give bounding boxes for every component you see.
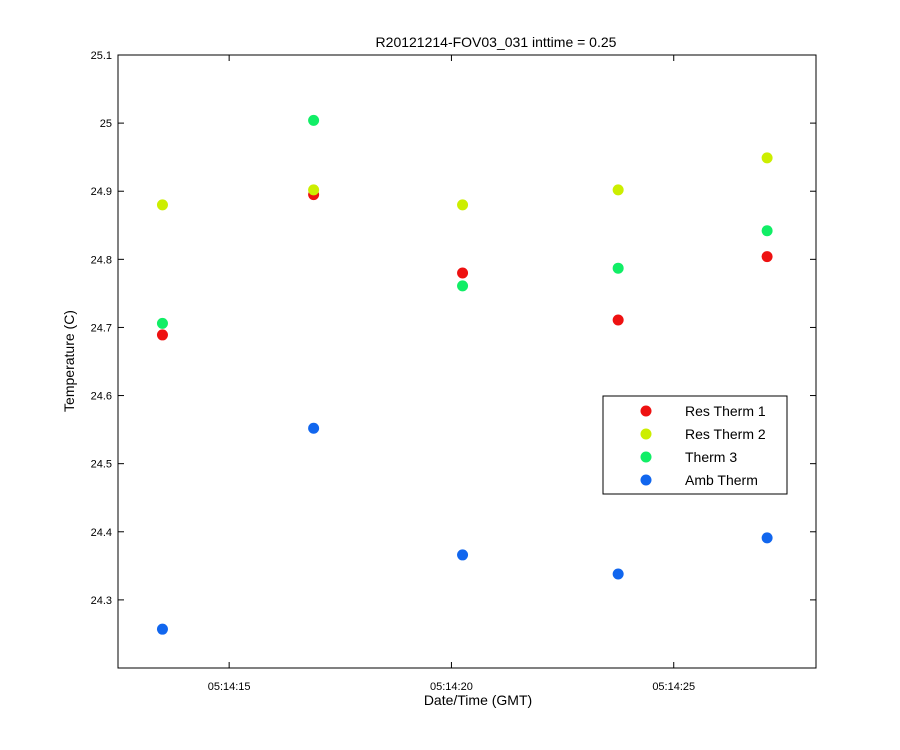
y-tick-label: 24.8 xyxy=(91,254,112,266)
point-res-therm-1 xyxy=(457,267,469,279)
point-res-therm-2 xyxy=(308,184,320,196)
point-amb-therm xyxy=(612,568,624,580)
legend: Res Therm 1 Res Therm 2 Therm 3 Amb Therm xyxy=(602,395,788,495)
point-amb-therm xyxy=(457,549,469,561)
y-axis: 24.3 24.4 24.5 24.6 24.7 24.8 24.9 25 25.1 xyxy=(91,50,816,607)
point-therm-3 xyxy=(761,225,773,237)
point-res-therm-1 xyxy=(761,251,773,263)
chart-title: R20121214-FOV03_031 inttime = 0.25 xyxy=(376,34,617,50)
x-axis: 05:14:15 05:14:20 05:14:25 xyxy=(208,55,695,693)
point-therm-3 xyxy=(156,317,168,329)
y-tick-label: 24.7 xyxy=(91,322,112,334)
x-tick-label: 05:14:20 xyxy=(430,681,473,693)
x-tick-label: 05:14:25 xyxy=(652,681,695,693)
point-therm-3 xyxy=(308,114,320,126)
legend-marker-res-therm-1 xyxy=(640,405,652,417)
legend-marker-res-therm-2 xyxy=(640,428,652,440)
y-axis-label: Temperature (C) xyxy=(61,310,77,412)
y-tick-label: 24.4 xyxy=(91,527,112,539)
point-therm-3 xyxy=(612,262,624,274)
point-res-therm-1 xyxy=(612,314,624,326)
legend-label-res-therm-1: Res Therm 1 xyxy=(685,403,766,419)
legend-label-res-therm-2: Res Therm 2 xyxy=(685,426,766,442)
point-res-therm-2 xyxy=(761,152,773,164)
point-amb-therm xyxy=(308,422,320,434)
legend-label-therm-3: Therm 3 xyxy=(685,449,737,465)
point-res-therm-1 xyxy=(156,329,168,341)
y-tick-label: 24.3 xyxy=(91,595,112,607)
point-res-therm-2 xyxy=(457,199,469,211)
legend-label-amb-therm: Amb Therm xyxy=(685,472,758,488)
y-tick-label: 24.5 xyxy=(91,459,112,471)
point-amb-therm xyxy=(761,532,773,544)
legend-box xyxy=(602,395,788,495)
y-tick-label: 24.6 xyxy=(91,391,112,403)
legend-marker-therm-3 xyxy=(640,451,652,463)
point-res-therm-2 xyxy=(156,199,168,211)
legend-marker-amb-therm xyxy=(640,474,652,486)
y-tick-label: 24.9 xyxy=(91,186,112,198)
x-tick-label: 05:14:15 xyxy=(208,681,251,693)
y-tick-label: 25 xyxy=(100,118,112,130)
point-amb-therm xyxy=(156,623,168,635)
point-therm-3 xyxy=(457,280,469,292)
y-tick-label: 25.1 xyxy=(91,50,112,62)
plot-area xyxy=(117,54,817,669)
point-res-therm-2 xyxy=(612,184,624,196)
x-axis-label: Date/Time (GMT) xyxy=(424,692,532,708)
data-points xyxy=(156,114,773,635)
